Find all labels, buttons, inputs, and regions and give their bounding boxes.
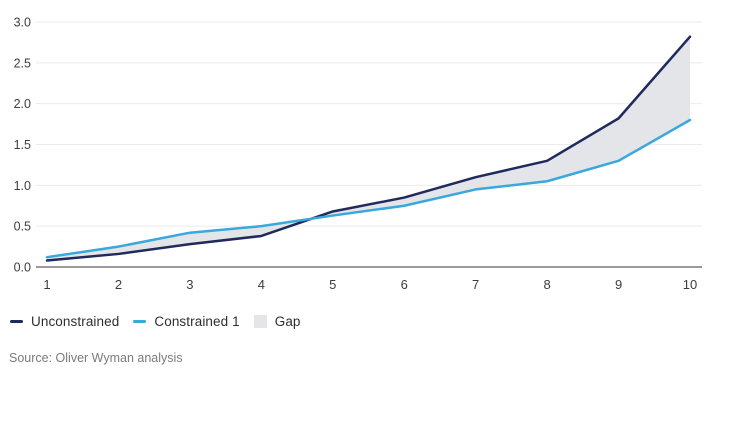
- y-axis-tick-label: 3.0: [14, 16, 31, 30]
- x-axis-tick-label: 2: [115, 277, 122, 292]
- legend-label-constrained-1: Constrained 1: [154, 314, 240, 329]
- y-axis-tick-label: 2.0: [14, 97, 31, 111]
- legend-item-gap: Gap: [253, 314, 301, 329]
- y-axis-tick-label: 1.0: [14, 179, 31, 193]
- unconstrained-line-swatch-icon: [10, 320, 23, 323]
- legend-label-gap: Gap: [274, 314, 301, 329]
- gap-shaded-area: [47, 36, 690, 261]
- legend-item-unconstrained: Unconstrained: [10, 314, 119, 329]
- series-line-constrained-1: [45, 118, 692, 259]
- x-axis-tick-label: 5: [329, 277, 336, 292]
- legend-label-unconstrained: Unconstrained: [31, 314, 120, 329]
- x-axis-tick-label: 3: [186, 277, 193, 292]
- constrained-line-swatch-icon: [133, 320, 147, 323]
- y-axis-tick-label: 0.0: [14, 261, 31, 275]
- x-axis-tick-label: 7: [472, 277, 479, 292]
- y-axis-tick-label: 2.5: [14, 56, 31, 70]
- legend-item-constrained-1: Constrained 1: [133, 314, 240, 329]
- x-axis-tick-label: 8: [543, 277, 550, 292]
- gap-area-swatch-icon: [253, 315, 267, 328]
- x-axis-tick-label: 9: [615, 277, 622, 292]
- x-axis-tick-label: 4: [258, 277, 265, 292]
- x-axis-tick-label: 6: [401, 277, 408, 292]
- y-axis-tick-label: 0.5: [14, 220, 31, 234]
- line-chart-plot: 0.0 0.5 1.0 1.5 2.0 2.5 3.0 1 2 3 4 5 6 7 8 9 10: [14, 16, 702, 292]
- y-axis-tick-label: 1.5: [14, 138, 31, 152]
- chart-legend: Unconstrained Constrained 1 Gap: [10, 314, 301, 329]
- source-attribution: Source: Oliver Wyman analysis: [9, 351, 183, 365]
- series-line-unconstrained: [45, 35, 692, 262]
- x-axis-tick-label: 10: [683, 277, 697, 292]
- x-axis-tick-label: 1: [43, 277, 50, 292]
